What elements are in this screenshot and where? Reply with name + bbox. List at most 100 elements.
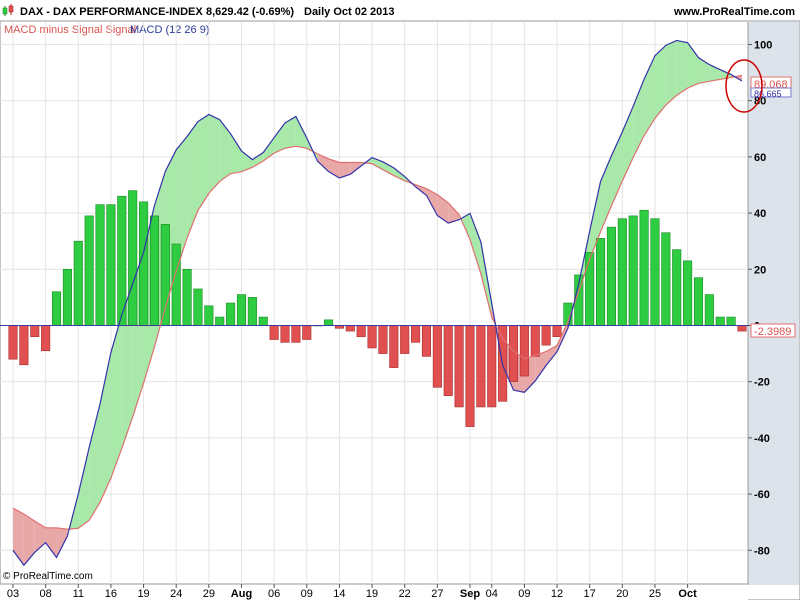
- fill-segment-up: [720, 69, 732, 80]
- histogram-bar: [302, 325, 312, 340]
- histogram-bar: [411, 325, 421, 343]
- fill-segment-down: [45, 527, 57, 558]
- fill-segment-down: [23, 514, 35, 566]
- histogram-bar: [650, 218, 660, 326]
- y-tick-label: 40: [754, 208, 766, 220]
- fill-segment-up: [654, 45, 666, 119]
- period-text: Daily Oct 02 2013: [304, 6, 395, 18]
- indicator-lines: [12, 39, 743, 567]
- fill-segment-up: [197, 114, 209, 211]
- x-tick-label: 09: [518, 588, 530, 600]
- macd-line: [12, 39, 743, 567]
- fill-segment-up: [274, 122, 286, 154]
- x-tick-label: 19: [137, 588, 149, 600]
- signal-line: [12, 74, 743, 530]
- histogram-bar: [193, 288, 203, 326]
- fill-segment-up: [100, 352, 111, 503]
- x-tick-label: 12: [551, 588, 563, 600]
- macd-value-badge: 86.665: [750, 87, 792, 99]
- histogram-bar: [51, 291, 62, 326]
- histogram-bar: [596, 238, 606, 326]
- histogram-bar: [345, 325, 355, 332]
- histogram-bar: [726, 316, 736, 326]
- x-tick-label: 03: [7, 588, 19, 600]
- histogram-bar: [139, 201, 149, 326]
- histogram-bar: [519, 325, 529, 377]
- x-tick-label: Sep: [460, 588, 480, 600]
- histogram-bar: [672, 249, 682, 326]
- fill-segment-up: [295, 116, 307, 149]
- fill-segment-down: [328, 158, 340, 178]
- candle-icon: [2, 4, 14, 16]
- x-tick-label: 22: [399, 588, 411, 600]
- histogram-bar: [628, 215, 638, 326]
- fill-segment-down: [426, 188, 438, 216]
- histogram-bar: [737, 325, 747, 332]
- histogram-bar: [215, 316, 225, 326]
- fill-segment-up: [382, 161, 394, 176]
- fill-segment-up: [176, 136, 188, 271]
- header-bar: [0, 0, 800, 21]
- fill-segment-down: [13, 508, 24, 566]
- x-tick-label: 14: [333, 588, 345, 600]
- x-tick-label: 29: [203, 588, 215, 600]
- x-tick-label: 25: [649, 588, 661, 600]
- fill-segment-up: [285, 116, 296, 149]
- svg-text:86.665: 86.665: [754, 89, 782, 99]
- histogram-bar: [8, 325, 18, 360]
- y-tick-label: 60: [754, 152, 766, 164]
- x-tick-label: 17: [584, 588, 596, 600]
- histogram-bar: [171, 243, 181, 326]
- fill-segment-up: [644, 55, 655, 136]
- histogram-bar: [280, 325, 290, 343]
- y-tick-label: 100: [754, 39, 772, 51]
- x-tick-label: 27: [431, 588, 443, 600]
- histogram-bar: [41, 325, 51, 352]
- histogram-label: MACD minus Signal Signal: [4, 24, 136, 36]
- x-tick-label: 06: [268, 588, 280, 600]
- y-tick-label: -60: [754, 489, 770, 501]
- fill-segment-up: [676, 40, 688, 96]
- fill-segment-up: [219, 119, 231, 182]
- histogram-bar: [106, 204, 116, 326]
- y-tick-label: -20: [754, 377, 770, 389]
- fill-segment-up: [665, 40, 677, 106]
- fill-segment-up: [89, 403, 101, 521]
- histogram-bar: [269, 325, 279, 340]
- fill-segment-up: [589, 181, 601, 260]
- histogram-bar: [258, 316, 268, 326]
- fill-segment-down: [448, 202, 460, 224]
- histogram-bar: [226, 302, 236, 326]
- histogram-value-badge: -2.3989: [750, 323, 796, 338]
- y-tick-label: 20: [754, 264, 766, 276]
- fill-segment-up: [600, 155, 612, 232]
- histogram-bar: [606, 226, 616, 326]
- histogram-bar: [95, 204, 105, 326]
- y-tick-label: -80: [754, 545, 770, 557]
- histogram-bar: [617, 218, 627, 326]
- x-tick-label: 24: [170, 588, 182, 600]
- fill-segment-down: [535, 351, 547, 381]
- histogram-bar: [291, 325, 301, 343]
- histogram-bar: [323, 319, 334, 326]
- y-tick-label: -40: [754, 433, 770, 445]
- site-text[interactable]: www.ProRealTime.com: [673, 6, 795, 18]
- x-tick-label: 09: [301, 588, 313, 600]
- histogram-bar: [62, 268, 72, 326]
- histogram-bar: [704, 294, 714, 326]
- histogram-bar: [30, 325, 40, 338]
- histogram-bar: [149, 215, 159, 326]
- x-tick-labels: 03 08 11 16 19 24 29 Aug 06 09 14 19 22 27 Sep 04 09 12 17…: [7, 584, 697, 600]
- fill-segment-up: [187, 121, 198, 238]
- histogram-bar: [247, 297, 257, 326]
- x-tick-label: 20: [616, 588, 628, 600]
- svg-text:-2.3989: -2.3989: [754, 326, 791, 338]
- histogram-bar: [356, 325, 366, 338]
- fill-segment-up: [252, 152, 264, 168]
- fill-segment-down: [317, 153, 329, 172]
- x-axis-panel: [0, 584, 748, 600]
- histogram-bar: [160, 224, 170, 326]
- fill-segment-up: [698, 57, 710, 84]
- price-text: 8,629.42 (-0.69%): [206, 6, 294, 18]
- fill-segment-up: [208, 114, 220, 194]
